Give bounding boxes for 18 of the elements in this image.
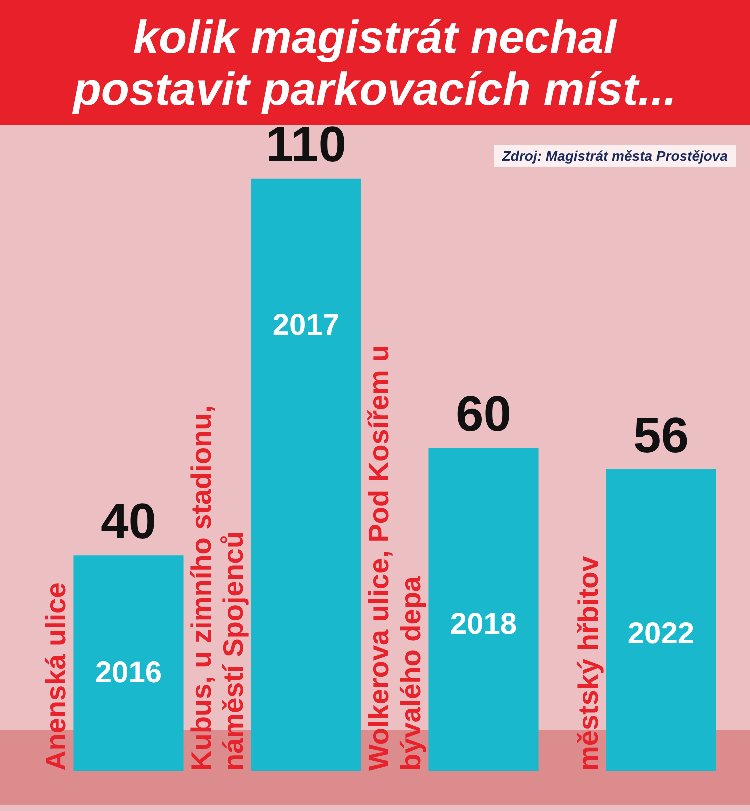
bar	[74, 556, 184, 771]
data-label: 110	[266, 116, 347, 173]
data-label: 56	[633, 407, 690, 464]
data-label: 40	[100, 493, 157, 550]
bar	[428, 448, 539, 771]
bar	[251, 178, 362, 771]
annotation: Wolkerova ulice, Pod Kosířem u bývalého depa	[364, 345, 427, 771]
x-tick-label: 2016	[95, 656, 162, 690]
chart-title: kolik magistrát nechal postavit parkovacích míst...	[71, 10, 678, 114]
data-label: 60	[456, 386, 512, 442]
text: Zdroj: Magistrát města Prostějova	[494, 145, 736, 167]
annotation: Kubus, u zimního stadionu, náměstí Spojenců	[186, 405, 250, 771]
bar	[606, 470, 716, 771]
x-tick-label: 2017	[272, 309, 340, 342]
x-tick-label: 2022	[628, 618, 695, 651]
x-tick-label: 2018	[450, 608, 518, 641]
annotation: Anenská ulice	[40, 582, 72, 771]
annotation: městský hřbitov	[573, 556, 604, 771]
